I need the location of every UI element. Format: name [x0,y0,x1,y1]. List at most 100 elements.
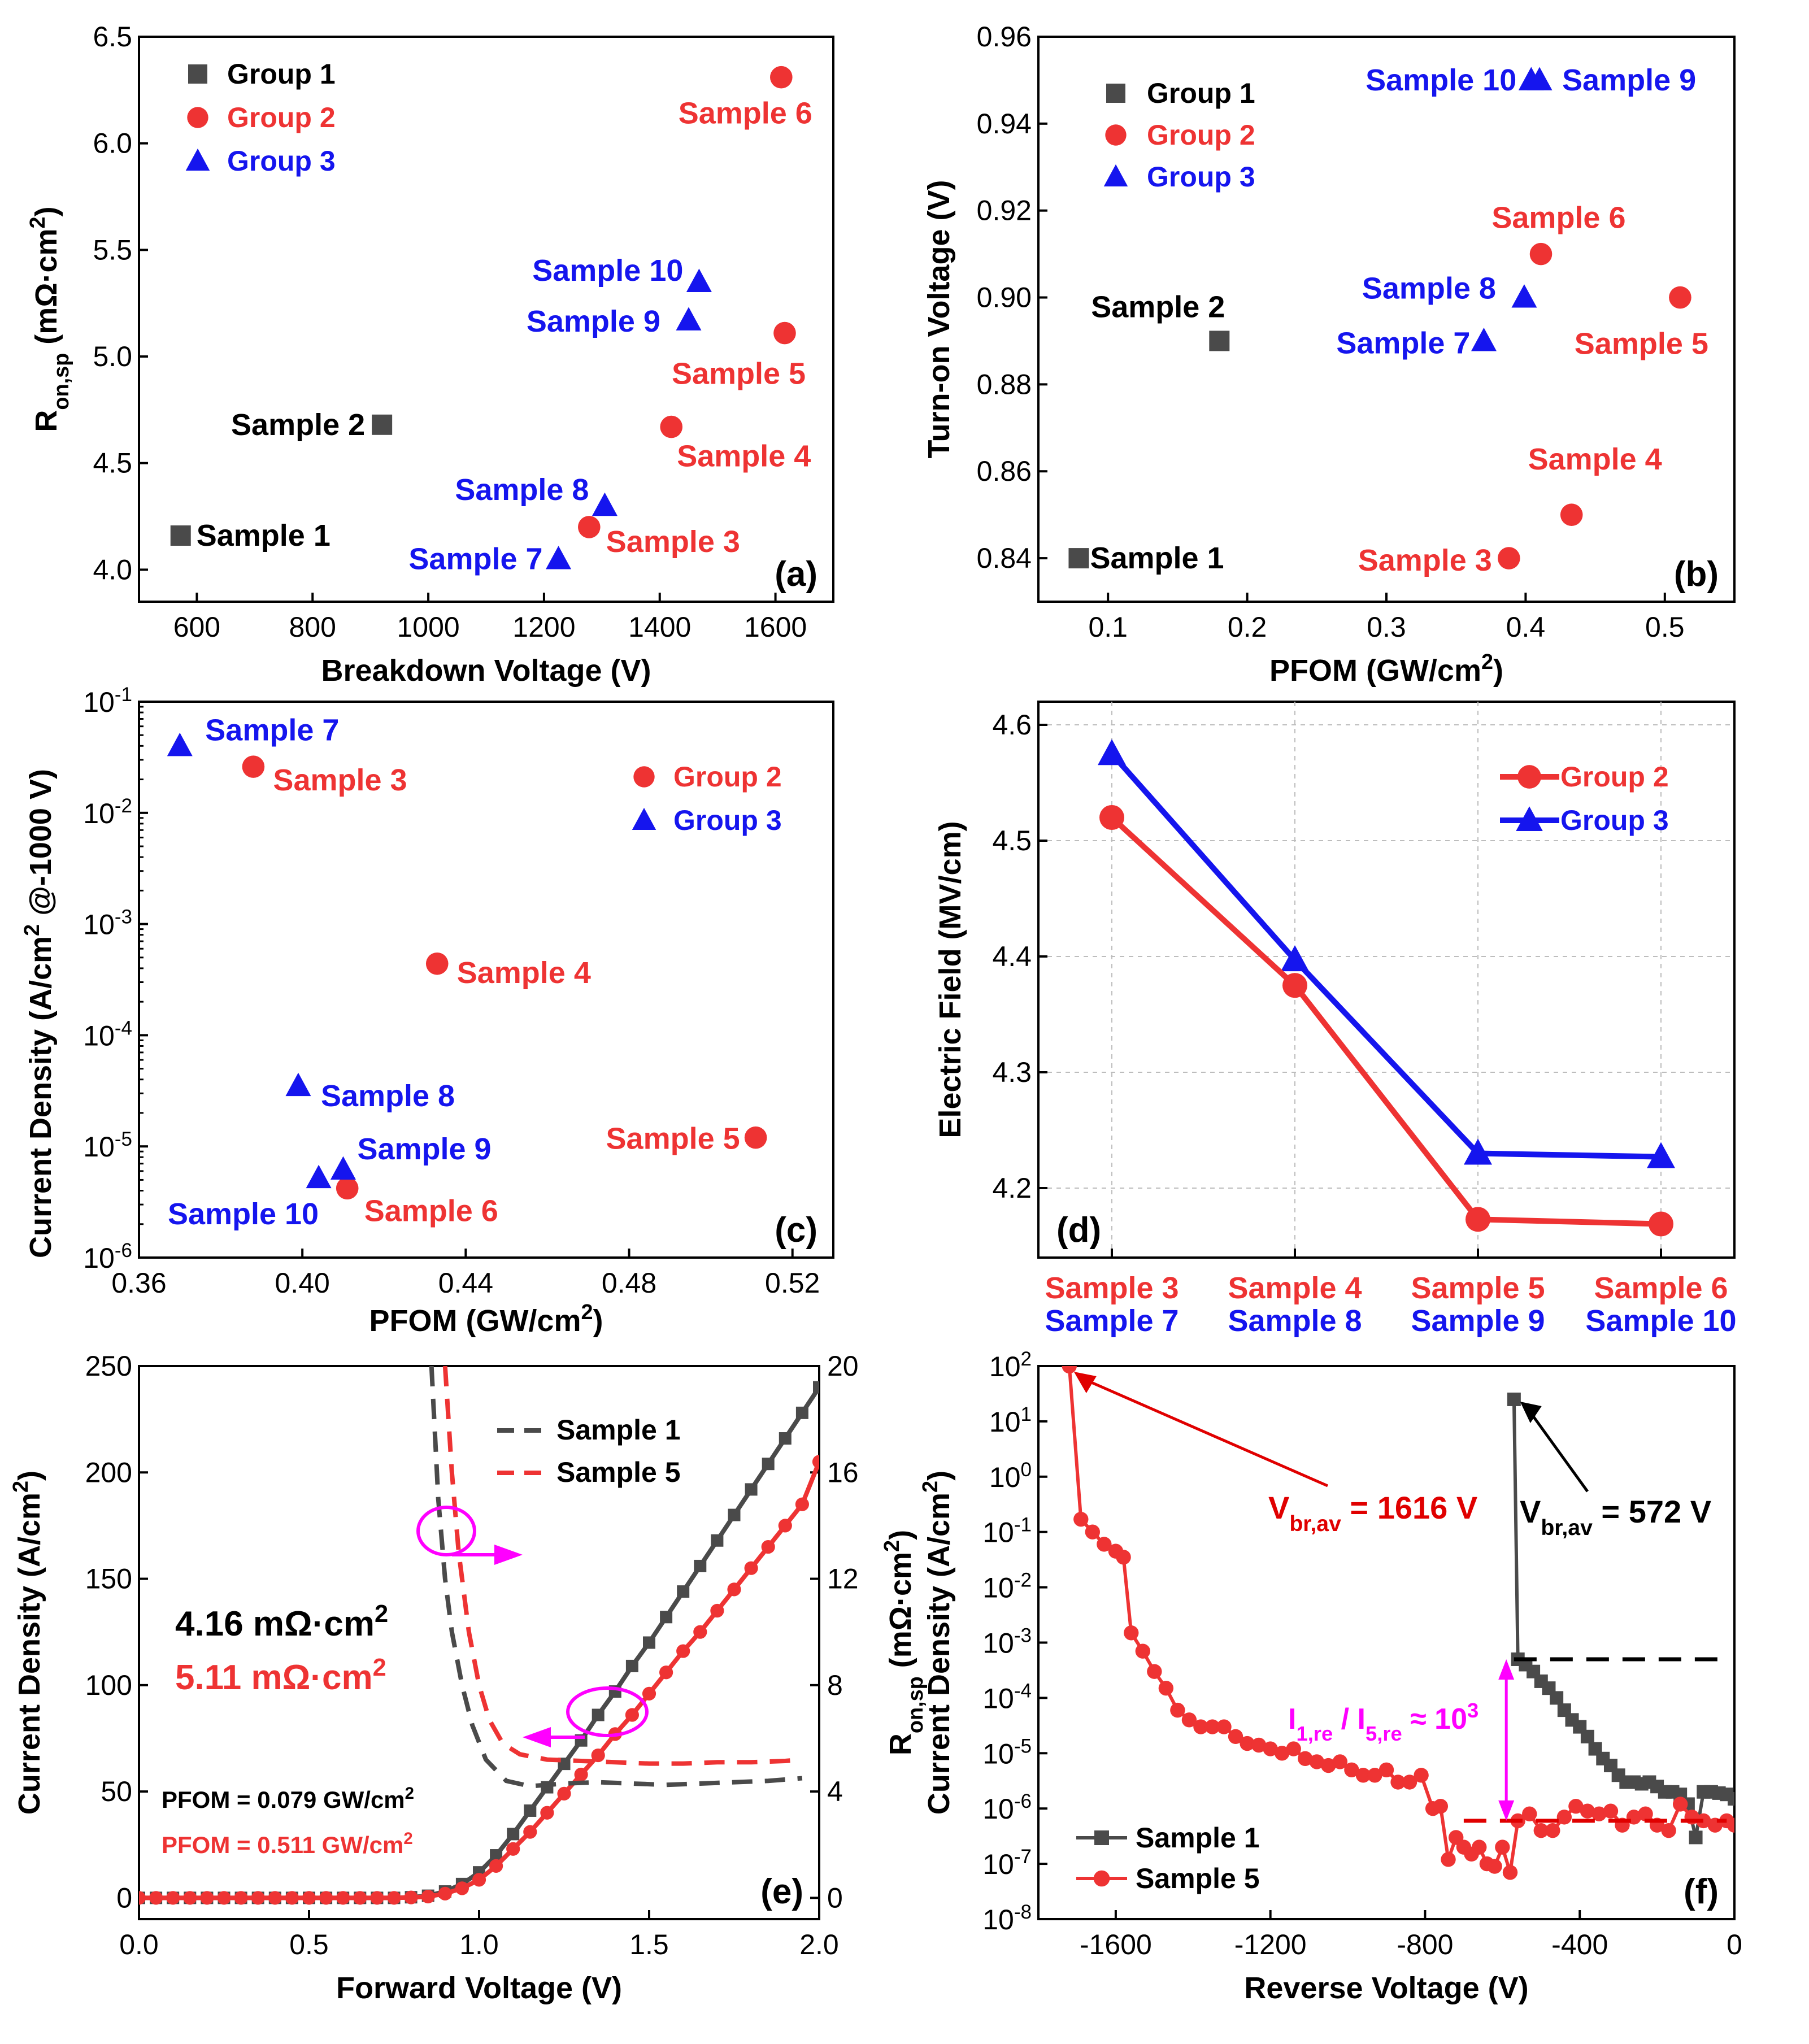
legend-label: Sample 5 [556,1456,681,1488]
pfom-annotation-5-part: 2 [403,1829,412,1848]
x-axis-label-part: PFOM (GW/cm [1269,654,1481,688]
x-category-top: Sample 6 [1594,1271,1728,1305]
y-axis-label-left-part: ) [12,1471,46,1481]
y-tick-label: 0 [116,1882,132,1913]
y-tick-label: 10-4 [982,1680,1032,1715]
data-point [149,1891,163,1905]
y-axis-label-part: ) [922,1471,956,1481]
legend-label: Group 3 [227,145,336,177]
y-tick-label: 4.3 [992,1056,1032,1088]
data-point [370,1891,384,1905]
data-point [1282,973,1307,998]
data-point [1727,1817,1734,1833]
data-point [1522,1806,1537,1821]
y-axis-label-right-part: (mΩ·cm [884,1552,917,1676]
y-tick-label: 20 [827,1350,859,1382]
legend-marker [1106,84,1125,103]
ratio-annotation-part: I [1288,1703,1296,1736]
panel-undefined: 0.0 0.5 1.0 1.5 2.0 0 50 100 150 200 250 0 4 8 12 16 20 F… [9,1350,928,2005]
y-tick-label: 101 [989,1403,1032,1438]
point-label: Sample 8 [321,1079,455,1113]
data-point [242,755,265,778]
plot-area [1062,1366,1734,1880]
panel-label: (d) [1056,1211,1101,1250]
point-label: Sample 6 [679,97,812,131]
y-tick-label: 10-1 [83,684,132,719]
x-axis-label-part: ) [1493,654,1503,688]
data-point [524,1804,537,1817]
vbr-annotation-1-part: V [1520,1494,1541,1529]
y-axis-label-right-part: 2 [880,1540,904,1552]
legend-marker [1517,765,1541,789]
x-tick-label: 0.52 [765,1267,820,1299]
data-point [1298,1751,1313,1766]
data-point [727,1582,741,1597]
vbr-annotation-5-part: = 1616 V [1341,1490,1477,1525]
y-tick-label: 100 [989,1458,1032,1493]
data-point [490,1849,503,1862]
y-tick-label-part: 10 [83,1242,115,1274]
y-tick-label-part: 10 [989,1351,1021,1382]
y-tick-label: 10-6 [982,1790,1032,1825]
x-tick-label: 800 [289,611,336,643]
y-tick-label-part: -6 [115,1240,132,1262]
data-point [1216,1719,1232,1734]
y-axis-label: Electric Field (MV/cm) [933,821,967,1138]
data-point [372,414,393,435]
panel-undefined: 0.36 0.40 0.44 0.48 0.5210-610-510-410-310-2… [20,684,834,1338]
data-point [1511,284,1537,308]
x-tick-label: 0.5 [1645,611,1685,643]
highlight-ellipse-left [566,1686,649,1737]
data-point [387,1891,401,1905]
data-point [1518,67,1544,90]
data-point [773,321,796,345]
pfom-annotation-1-part: PFOM = 0.079 GW/cm [162,1786,405,1813]
data-point [761,1539,775,1554]
data-point [306,1164,332,1189]
y-tick-label: 10-2 [83,794,132,829]
plot-frame [138,701,834,1259]
y-tick-label: 4.5 [992,825,1032,856]
series-line [1110,815,1662,1227]
y-tick-label-part: 0 [1021,1458,1032,1480]
y-tick-label: 200 [85,1456,132,1488]
data-point [1495,1839,1510,1855]
data-point [1402,1775,1417,1790]
point-label: Sample 5 [606,1122,740,1156]
data-point [1441,1852,1456,1867]
ron-annotation-1-part: 2 [375,1601,388,1628]
data-point [1193,1719,1208,1734]
data-point [659,1665,673,1680]
y-tick-label-part: 10 [83,1131,115,1163]
x-axis-label: Breakdown Voltage (V) [321,654,651,688]
data-point [1591,1806,1607,1821]
data-point [812,1455,819,1469]
x-tick-label: 1200 [512,611,575,643]
plot-frame [1037,701,1736,1259]
y-tick-label: 50 [101,1776,132,1807]
data-point [1464,1138,1492,1165]
y-tick-label: 6.5 [93,21,132,53]
data-point [1062,1366,1077,1374]
data-point [200,1891,214,1905]
y-tick-label-part: -3 [1014,1624,1032,1646]
x-tick-label: 0.44 [438,1267,493,1299]
ron-annotation-5-part: 2 [373,1654,386,1681]
data-point [1728,1791,1734,1806]
y-axis-label-part: (mΩ·cm [29,228,63,353]
data-point [1240,1736,1255,1751]
point-label: Sample 10 [168,1197,319,1231]
y-axis-label-right: Ron,sp (mΩ·cm2) [880,1530,928,1755]
data-point [234,1891,248,1905]
legend-label: Group 1 [227,58,336,90]
y-tick-label: 10-4 [83,1017,132,1052]
data-point [1098,739,1126,766]
data-point [1379,1762,1394,1777]
point-label: Sample 6 [1491,201,1625,235]
data-point [1073,1511,1089,1527]
pfom-annotation-5-part: PFOM = 0.511 GW/cm [162,1832,403,1858]
data-point [1367,1768,1382,1783]
vbr-annotation-1-part: br,av [1541,1516,1593,1540]
ratio-annotation: I1,re / I5,re ≈ 103 [1288,1699,1478,1745]
y-axis-label-part: Turn-on Voltage (V) [922,180,956,459]
